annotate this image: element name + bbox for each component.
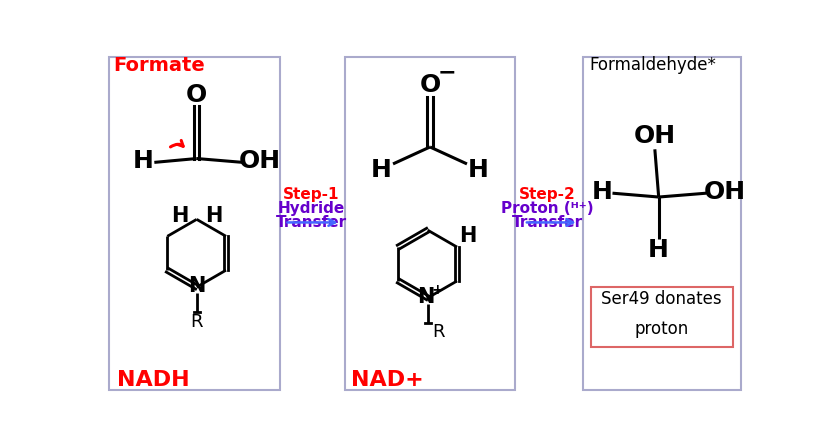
Text: O: O [186,84,208,107]
Text: Formate: Formate [114,56,205,75]
Text: H: H [468,158,489,182]
Bar [591,287,734,347]
Text: H: H [459,226,476,246]
Text: R: R [190,313,203,331]
Text: N: N [417,287,435,307]
Text: Formaldehyde*: Formaldehyde* [589,57,716,74]
Text: N: N [188,276,205,296]
Text: O: O [419,73,441,97]
Text: OH: OH [704,179,746,204]
Text: H: H [205,206,222,225]
Text: R: R [432,323,445,341]
Text: NADH: NADH [116,370,189,389]
Text: Proton (ᴴ⁺): Proton (ᴴ⁺) [500,201,593,216]
Text: Step-1: Step-1 [283,187,339,202]
Text: Transfer: Transfer [276,215,347,230]
Text: NAD+: NAD+ [351,370,423,389]
Text: −: − [437,62,457,82]
Text: Hydride: Hydride [278,201,345,216]
Text: OH: OH [239,149,281,173]
Text: H: H [133,149,154,173]
Text: H: H [171,206,188,225]
Text: Step-2: Step-2 [519,187,575,202]
Text: Ser49 donates
proton: Ser49 donates proton [602,290,722,338]
Text: OH: OH [634,124,676,148]
Text: +: + [431,283,442,297]
Bar [344,57,515,389]
Text: H: H [591,179,613,204]
Bar [583,57,741,389]
Text: H: H [371,158,392,182]
Text: Transfer: Transfer [511,215,583,230]
Bar [109,57,280,389]
Text: H: H [648,238,669,262]
